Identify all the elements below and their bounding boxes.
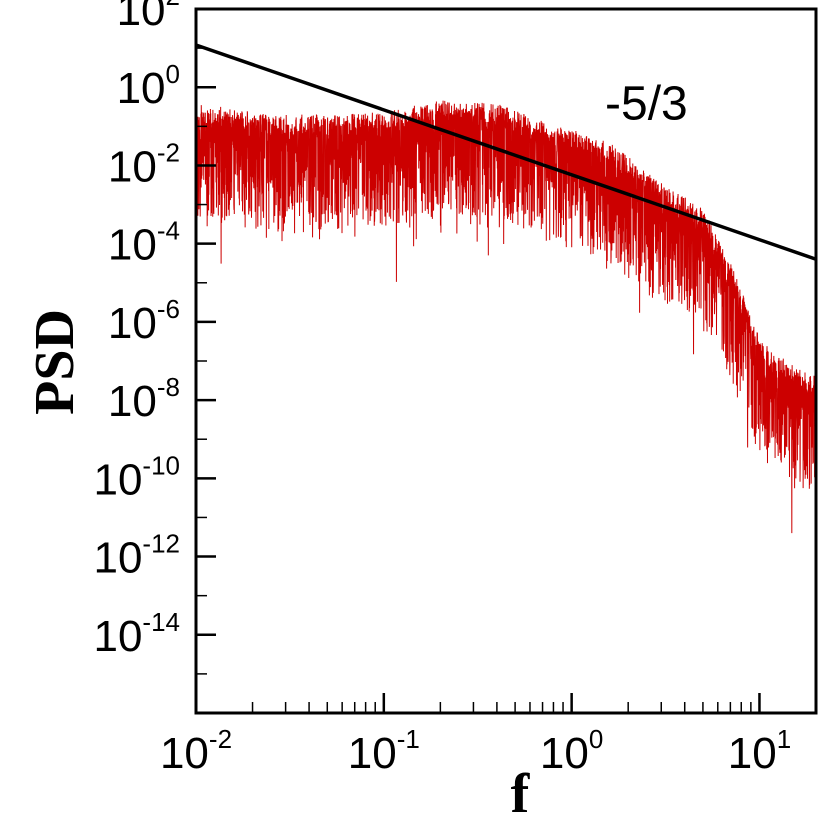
y-tick-label: 10-10 — [93, 450, 180, 504]
x-tick-label: 101 — [728, 724, 791, 778]
x-axis-title: f — [511, 763, 531, 825]
y-tick-label: 10-14 — [93, 607, 180, 661]
y-tick-label: 10-8 — [108, 372, 180, 426]
tick-layer: 10-2 10-1 100 101 102 100 10-2 10-4 10-6 10-8 10-1… — [93, 0, 817, 778]
y-tick-label: 10-4 — [108, 216, 180, 270]
reference-slope-line — [195, 43, 817, 261]
y-tick-label: 100 — [117, 59, 180, 113]
slope-annotation: -5/3 — [605, 77, 688, 130]
y-tick-label: 10-12 — [93, 529, 180, 583]
y-tick-label: 10-2 — [108, 137, 180, 191]
y-axis-title: PSD — [24, 309, 86, 415]
plot-layer — [195, 43, 817, 534]
x-tick-label: 100 — [540, 724, 603, 778]
y-tick-label: 102 — [117, 0, 180, 35]
y-tick-label: 10-6 — [108, 294, 180, 348]
x-tick-label: 10-2 — [160, 724, 232, 778]
psd-series-line — [195, 100, 817, 534]
x-tick-label: 10-1 — [348, 724, 420, 778]
